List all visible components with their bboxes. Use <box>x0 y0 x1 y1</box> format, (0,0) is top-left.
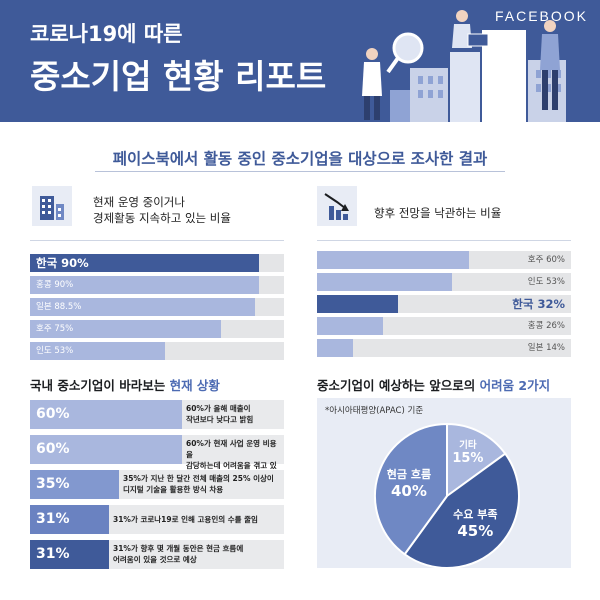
status-description-line: 31%가 향후 몇 개월 동안은 현금 흐름에 <box>113 544 244 553</box>
status-bar <box>30 505 109 534</box>
bar-track: 홍콩 90% <box>30 276 284 294</box>
pie-value: 40% <box>391 481 427 500</box>
pie-slice <box>446 422 507 498</box>
city-people-illustration <box>362 10 566 122</box>
status-bar <box>30 400 182 429</box>
status-percent: 60% <box>36 441 70 457</box>
difficulties-pie-chart <box>374 422 520 568</box>
pie-category: 현금 흐름 <box>386 467 432 481</box>
status-description: 31%가 코로나19로 인해 고용인의 수를 줄임 <box>113 514 280 525</box>
bar <box>30 320 221 338</box>
bar <box>317 251 470 269</box>
status-description-line: 60%가 올해 매출이 <box>186 404 251 413</box>
declining-chart-icon <box>317 186 357 226</box>
bar-track: 일본 14% <box>317 339 571 357</box>
status-row: 31% 31%가 코로나19로 인해 고용인의 수를 줄임 <box>30 505 284 534</box>
header-subtitle: 코로나19에 따른 <box>30 22 183 46</box>
outlook-caption: 향후 전망을 낙관하는 비율 <box>374 206 502 220</box>
bar-label: 홍콩 90% <box>36 280 74 290</box>
bar-track: 한국 32% <box>317 295 571 313</box>
apac-note: *아시아태평양(APAC) 기준 <box>325 406 424 416</box>
bar-label: 일본 88.5% <box>36 302 82 312</box>
status-percent: 35% <box>36 476 70 492</box>
bar-label: 일본 14% <box>527 343 565 353</box>
status-description-line: 60%가 현재 사업 운영 비용을 <box>186 439 277 459</box>
status-description-line: 35%가 지난 한 달간 전체 매출의 25% 이상이 <box>123 474 274 483</box>
status-description-line: 작년보다 낮다고 밝힘 <box>186 415 254 424</box>
status-bar <box>30 435 182 464</box>
difficulties-title-prefix: 중소기업이 예상하는 앞으로의 <box>317 378 480 393</box>
bar <box>317 339 353 357</box>
current-status-title-prefix: 국내 중소기업이 바라보는 <box>30 378 170 393</box>
status-description-line: 어려움이 있을 것으로 예상 <box>113 555 197 564</box>
status-percent: 60% <box>36 406 70 422</box>
bar-label: 홍콩 26% <box>527 321 565 331</box>
bar-track: 호주 75% <box>30 320 284 338</box>
survey-headline: 페이스북에서 활동 중인 중소기업을 대상으로 조사한 결과 <box>112 150 488 168</box>
status-bar <box>30 470 119 499</box>
header-title: 중소기업 현황 리포트 <box>30 57 327 96</box>
operating-caption: 현재 운영 중이거나 경제활동 지속하고 있는 비율 <box>93 194 231 226</box>
bar-label: 한국 90% <box>36 256 89 270</box>
section-divider <box>317 240 571 241</box>
bar-label: 한국 32% <box>512 297 565 311</box>
difficulties-title-accent: 어려움 2가지 <box>479 378 551 393</box>
bar-track: 한국 90% <box>30 254 284 272</box>
status-description-line: 디지털 기술을 활용한 방식 차용 <box>123 485 224 494</box>
pie-category: 수요 부족 <box>453 508 498 522</box>
pie-value: 15% <box>452 451 484 466</box>
header-banner: 코로나19에 따른 중소기업 현황 리포트 FACEBOOK <box>0 0 600 122</box>
headline-divider <box>95 171 505 172</box>
section-divider <box>30 240 284 241</box>
difficulties-panel: *아시아태평양(APAC) 기준 수요 부족 45% 현금 흐름 40% 기타 15% <box>317 398 571 568</box>
bar <box>317 295 399 313</box>
bar-label: 인도 53% <box>527 277 565 287</box>
bar-track: 일본 88.5% <box>30 298 284 316</box>
status-percent: 31% <box>36 546 70 562</box>
bar-track: 인도 53% <box>30 342 284 360</box>
bar-track: 홍콩 26% <box>317 317 571 335</box>
bar-label: 호주 60% <box>527 255 565 265</box>
bar <box>30 276 259 294</box>
operating-caption-line1: 현재 운영 중이거나 <box>93 195 185 209</box>
pie-category: 기타 <box>459 440 477 451</box>
bar-label: 호주 75% <box>36 324 74 334</box>
building-icon <box>32 186 72 226</box>
pie-value: 45% <box>457 522 494 541</box>
bar <box>317 273 452 291</box>
status-bar <box>30 540 109 569</box>
operating-caption-line2: 경제활동 지속하고 있는 비율 <box>93 211 231 225</box>
bar <box>30 254 259 272</box>
pie-slice-label: 현금 흐름 40% <box>374 466 444 500</box>
bar <box>317 317 384 335</box>
pie-slice-label: 기타 15% <box>433 437 503 466</box>
difficulties-title: 중소기업이 예상하는 앞으로의 어려움 2가지 <box>317 375 550 394</box>
bar-track: 호주 60% <box>317 251 571 269</box>
pie-slice <box>374 422 448 556</box>
current-status-title: 국내 중소기업이 바라보는 현재 상황 <box>30 375 220 394</box>
bar <box>30 298 255 316</box>
facebook-logo: FACEBOOK <box>494 8 588 24</box>
pie-slice <box>403 452 520 568</box>
current-status-title-accent: 현재 상황 <box>169 378 220 393</box>
bar <box>30 342 165 360</box>
pie-slice-label: 수요 부족 45% <box>440 506 510 540</box>
bar-label: 인도 53% <box>36 346 74 356</box>
status-description-line: 31%가 코로나19로 인해 고용인의 수를 줄임 <box>113 515 258 524</box>
status-percent: 31% <box>36 511 70 527</box>
bar-track: 인도 53% <box>317 273 571 291</box>
